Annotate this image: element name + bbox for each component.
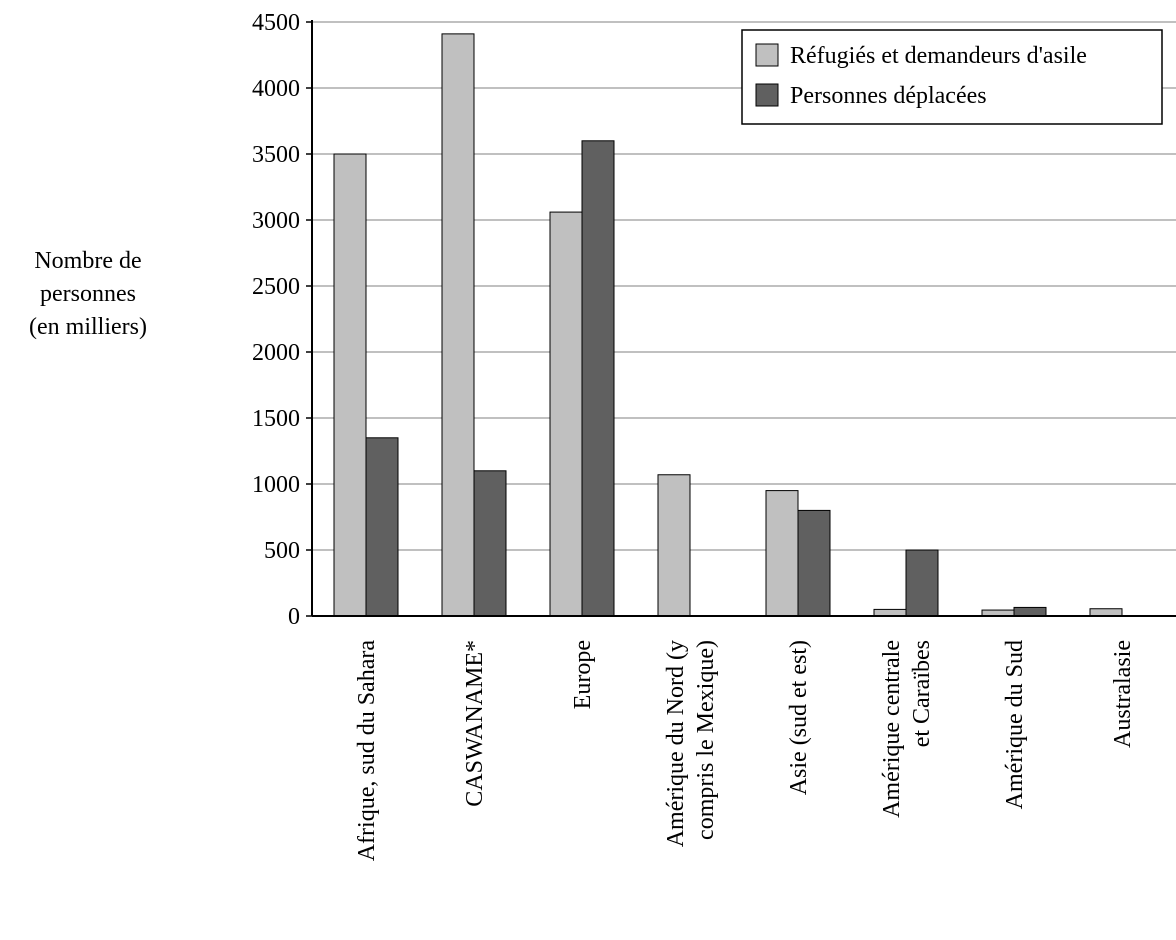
x-category-labels: Afrique, sud du Sahara CASWANAME* Europe Am… bbox=[354, 640, 1136, 862]
y-tick-label: 4000 bbox=[252, 76, 300, 102]
x-category-label: Asie (sud et est) bbox=[786, 640, 812, 795]
legend-box bbox=[741, 29, 1163, 125]
bar-deplacees bbox=[365, 437, 399, 617]
x-category-label: Afrique, sud du Sahara bbox=[354, 640, 380, 862]
x-category-label: CASWANAME* bbox=[462, 640, 488, 807]
x-category-label: Amérique du Sud bbox=[1002, 640, 1028, 809]
bar-refugies bbox=[441, 33, 475, 617]
x-category-label-line: Amérique du Sud bbox=[1002, 640, 1028, 809]
y-axis-label-line: (en milliers) bbox=[29, 314, 147, 340]
bar-refugies bbox=[657, 474, 691, 617]
bar-deplacees bbox=[905, 549, 939, 617]
y-tick-label: 3500 bbox=[252, 142, 300, 168]
x-category-label-line: Afrique, sud du Sahara bbox=[354, 640, 380, 862]
y-tick-label: 1500 bbox=[252, 406, 300, 432]
bar-refugies bbox=[765, 490, 799, 617]
legend: Réfugiés et demandeurs d'asile Personnes … bbox=[741, 29, 1163, 125]
y-tick-label: 4500 bbox=[252, 10, 300, 36]
bar-deplacees bbox=[797, 509, 831, 617]
y-tick-label: 3000 bbox=[252, 208, 300, 234]
x-category-label-line: compris le Mexique) bbox=[693, 640, 719, 840]
x-category-label-line: Amérique centrale bbox=[879, 640, 905, 818]
x-category-label-line: Australasie bbox=[1110, 640, 1136, 748]
x-category-label-line: Europe bbox=[570, 640, 596, 709]
y-tick-label: 500 bbox=[264, 538, 300, 564]
bars bbox=[333, 33, 1123, 617]
legend-entry-label: Réfugiés et demandeurs d'asile bbox=[790, 43, 1087, 69]
x-category-label-line: Asie (sud et est) bbox=[786, 640, 812, 795]
y-axis-label-line: personnes bbox=[40, 281, 136, 307]
bar-refugies bbox=[333, 153, 367, 617]
legend-swatch bbox=[755, 83, 779, 107]
bar-refugies bbox=[1089, 608, 1123, 617]
y-axis-label: Nombre de personnes (en milliers) bbox=[29, 248, 147, 340]
y-tick-label: 2500 bbox=[252, 274, 300, 300]
bar-deplacees bbox=[581, 140, 615, 617]
bar-refugies bbox=[549, 211, 583, 617]
x-category-label-line: Amérique du Nord (y bbox=[663, 640, 689, 847]
y-tick-label: 2000 bbox=[252, 340, 300, 366]
y-tick-labels: 0 500 1000 1500 2000 2500 3000 3500 4000 4500 bbox=[252, 10, 300, 630]
x-category-label-line: CASWANAME* bbox=[462, 640, 488, 807]
x-category-label-line: et Caraïbes bbox=[909, 640, 935, 747]
bar-deplacees bbox=[473, 470, 507, 617]
x-category-label: Amérique centrale et Caraïbes bbox=[879, 640, 935, 818]
y-tick-label: 1000 bbox=[252, 472, 300, 498]
axes bbox=[306, 20, 1176, 617]
x-category-label: Amérique du Nord (y compris le Mexique) bbox=[663, 640, 719, 847]
bar-deplacees bbox=[1013, 606, 1047, 617]
y-tick-label: 0 bbox=[288, 604, 300, 630]
y-axis-label-line: Nombre de bbox=[34, 248, 141, 274]
legend-entry-label: Personnes déplacées bbox=[790, 83, 987, 109]
x-category-label: Australasie bbox=[1110, 640, 1136, 748]
x-category-label: Europe bbox=[570, 640, 596, 709]
legend-swatch bbox=[755, 43, 779, 67]
